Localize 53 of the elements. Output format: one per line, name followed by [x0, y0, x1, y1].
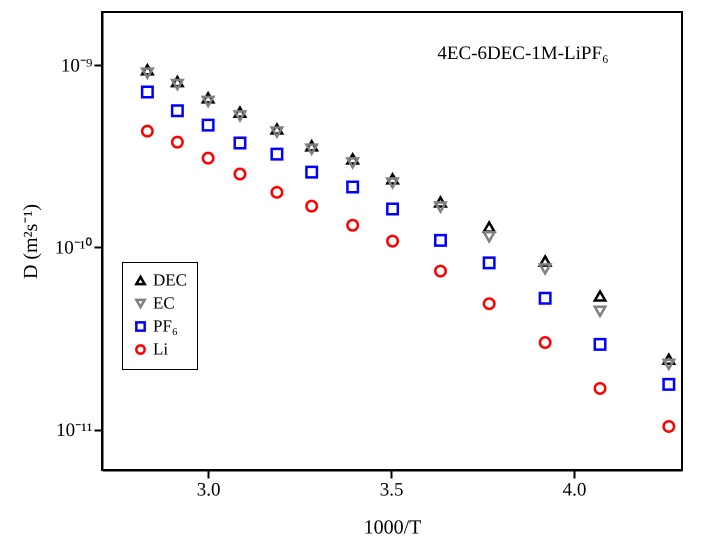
point: [305, 143, 318, 155]
point: [346, 180, 360, 194]
point: [434, 201, 447, 213]
point: [386, 177, 400, 189]
point: [538, 263, 552, 275]
point: [386, 202, 400, 216]
point: [662, 420, 676, 433]
x-tick-label: 4.0: [562, 480, 586, 500]
point: [386, 234, 400, 248]
legend-label: PF₆: [153, 316, 178, 336]
point: [202, 118, 215, 132]
point: [170, 104, 184, 118]
point: [233, 168, 246, 181]
legend-label: EC: [153, 294, 175, 312]
point: [202, 96, 215, 108]
legend-label: Li: [153, 340, 168, 358]
x-axis-title: 1000/T: [364, 516, 422, 538]
point: [270, 126, 284, 138]
point: [170, 78, 184, 90]
point: [434, 264, 447, 278]
point: [270, 148, 284, 161]
point: [140, 67, 154, 80]
point: [140, 124, 154, 138]
point: [538, 336, 552, 350]
y-tick-label: 10⁻¹¹: [56, 420, 93, 442]
x-tick-label: 3.0: [196, 480, 220, 500]
point: [270, 186, 284, 199]
annotation: 4EC-6DEC-1M-LiPF₆: [437, 43, 609, 64]
point: [140, 86, 154, 98]
point: [594, 338, 607, 351]
point: [434, 234, 447, 247]
y-tick-label: 10⁻¹⁰: [54, 236, 92, 259]
point: [233, 136, 246, 150]
y-axis-title: D (m²s⁻¹): [20, 204, 42, 280]
point: [202, 152, 215, 165]
point: [482, 231, 496, 243]
point: [538, 292, 552, 305]
point: [305, 200, 318, 213]
point: [594, 306, 607, 318]
point: [482, 297, 496, 310]
point: [662, 358, 676, 370]
point: [170, 136, 184, 149]
legend-label: DEC: [153, 270, 187, 290]
x-tick-label: 3.5: [380, 480, 404, 500]
point: [482, 256, 496, 270]
point: [346, 218, 360, 232]
point: [233, 110, 246, 122]
point: [594, 290, 607, 302]
point: [662, 378, 676, 391]
point: [346, 157, 360, 169]
point: [594, 382, 607, 395]
point: [305, 166, 318, 179]
y-tick-label: 10⁻⁹: [60, 55, 93, 76]
